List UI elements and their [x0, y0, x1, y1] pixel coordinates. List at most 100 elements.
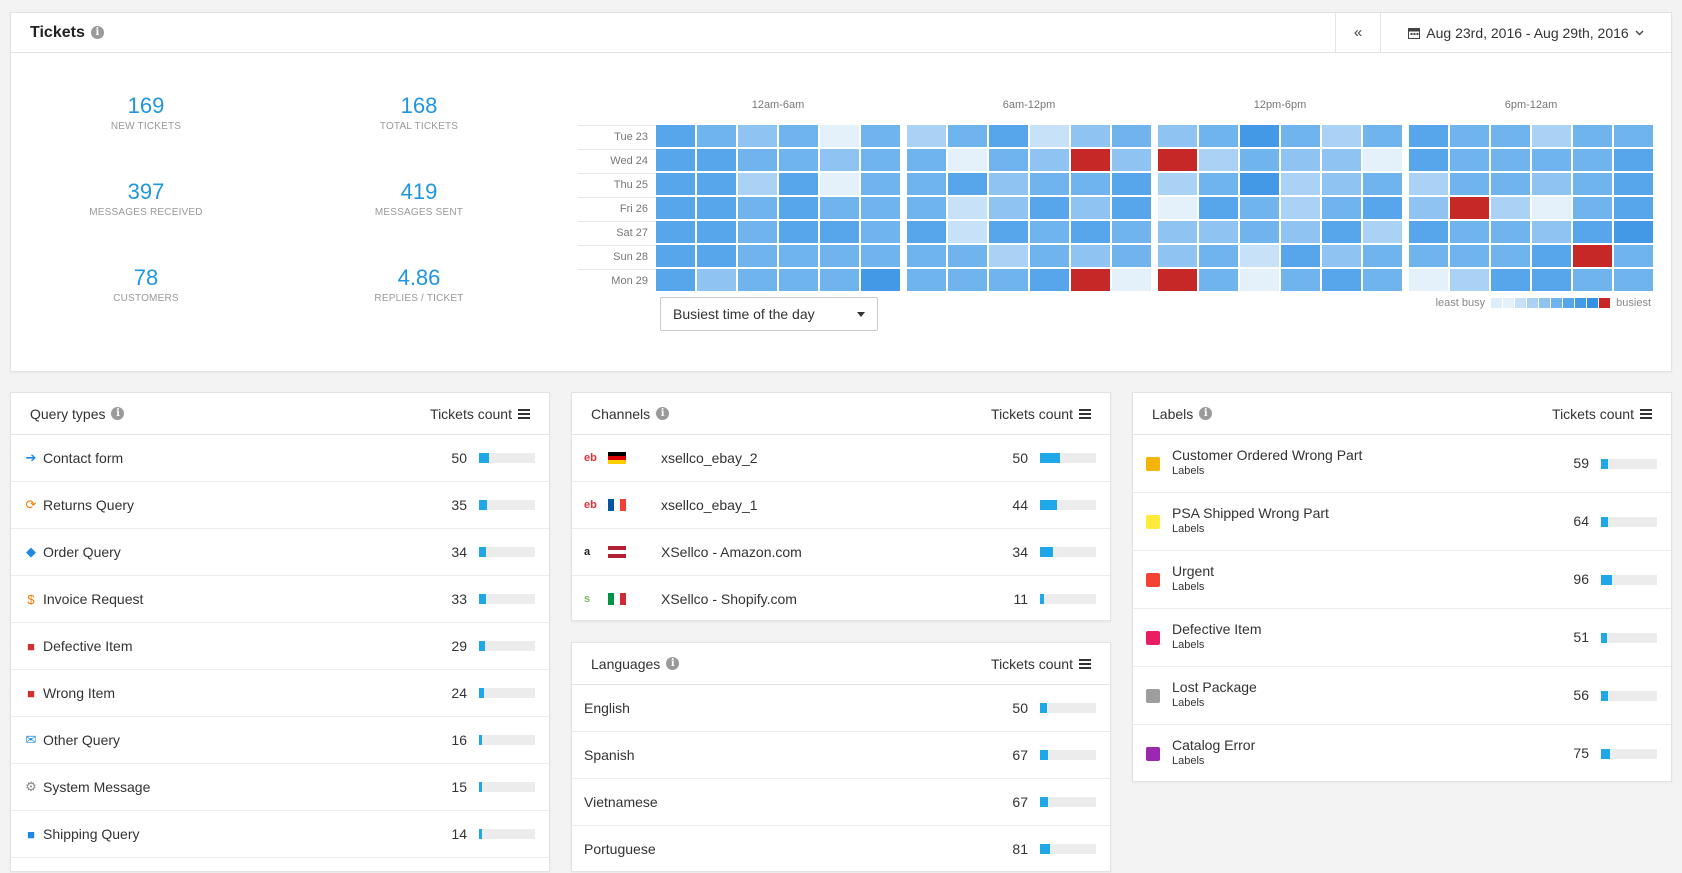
- heatmap-cell[interactable]: [1240, 245, 1279, 267]
- heatmap-cell[interactable]: [989, 197, 1028, 219]
- heatmap-cell[interactable]: [1158, 269, 1197, 291]
- heatmap-cell[interactable]: [861, 149, 900, 171]
- heatmap-cell[interactable]: [1240, 269, 1279, 291]
- query-type-row[interactable]: ✉ Other Query 16: [11, 717, 549, 764]
- language-row[interactable]: English 50: [572, 685, 1110, 732]
- heatmap-cell[interactable]: [1573, 197, 1612, 219]
- heatmap-cell[interactable]: [1158, 221, 1197, 243]
- heatmap-cell[interactable]: [1573, 149, 1612, 171]
- query-type-row[interactable]: ⟳ Returns Query 35: [11, 482, 549, 529]
- heatmap-cell[interactable]: [1614, 197, 1653, 219]
- heatmap-cell[interactable]: [1573, 173, 1612, 195]
- heatmap-cell[interactable]: [820, 269, 859, 291]
- heatmap-cell[interactable]: [656, 197, 695, 219]
- heatmap-cell[interactable]: [989, 269, 1028, 291]
- heatmap-cell[interactable]: [861, 245, 900, 267]
- heatmap-cell[interactable]: [697, 245, 736, 267]
- heatmap-cell[interactable]: [738, 173, 777, 195]
- label-row[interactable]: Defective Item Labels 51: [1133, 609, 1671, 667]
- heatmap-cell[interactable]: [1071, 221, 1110, 243]
- heatmap-cell[interactable]: [907, 221, 946, 243]
- info-icon[interactable]: i: [90, 26, 104, 39]
- heatmap-cell[interactable]: [820, 197, 859, 219]
- heatmap-cell[interactable]: [1199, 149, 1238, 171]
- heatmap-cell[interactable]: [820, 173, 859, 195]
- heatmap-cell[interactable]: [697, 221, 736, 243]
- heatmap-cell[interactable]: [1030, 149, 1069, 171]
- heatmap-cell[interactable]: [1240, 125, 1279, 147]
- info-icon[interactable]: i: [656, 407, 670, 420]
- heatmap-cell[interactable]: [1071, 125, 1110, 147]
- heatmap-cell[interactable]: [820, 221, 859, 243]
- heatmap-cell[interactable]: [1281, 149, 1320, 171]
- heatmap-cell[interactable]: [1281, 245, 1320, 267]
- heatmap-cell[interactable]: [738, 269, 777, 291]
- heatmap-cell[interactable]: [1322, 221, 1361, 243]
- heatmap-cell[interactable]: [820, 125, 859, 147]
- heatmap-cell[interactable]: [1322, 125, 1361, 147]
- collapse-button[interactable]: «: [1335, 13, 1381, 52]
- heatmap-cell[interactable]: [1409, 125, 1448, 147]
- heatmap-cell[interactable]: [779, 173, 818, 195]
- heatmap-metric-select[interactable]: Busiest time of the day: [660, 297, 878, 331]
- heatmap-cell[interactable]: [1450, 125, 1489, 147]
- label-row[interactable]: Customer Ordered Wrong Part Labels 59: [1133, 435, 1671, 493]
- heatmap-cell[interactable]: [1532, 245, 1571, 267]
- heatmap-cell[interactable]: [779, 149, 818, 171]
- heatmap-cell[interactable]: [1491, 149, 1530, 171]
- heatmap-cell[interactable]: [697, 173, 736, 195]
- heatmap-cell[interactable]: [1363, 197, 1402, 219]
- heatmap-cell[interactable]: [656, 245, 695, 267]
- info-icon[interactable]: i: [1199, 407, 1213, 420]
- heatmap-cell[interactable]: [1158, 173, 1197, 195]
- heatmap-cell[interactable]: [1322, 245, 1361, 267]
- heatmap-cell[interactable]: [1281, 197, 1320, 219]
- heatmap-cell[interactable]: [779, 125, 818, 147]
- query-type-row[interactable]: ■ Wrong Item 24: [11, 670, 549, 717]
- heatmap-cell[interactable]: [989, 125, 1028, 147]
- sort-menu-button[interactable]: Tickets count: [991, 656, 1091, 672]
- heatmap-cell[interactable]: [1409, 269, 1448, 291]
- heatmap-cell[interactable]: [738, 245, 777, 267]
- heatmap-cell[interactable]: [1614, 221, 1653, 243]
- heatmap-cell[interactable]: [1199, 245, 1238, 267]
- heatmap-cell[interactable]: [1363, 125, 1402, 147]
- heatmap-cell[interactable]: [948, 173, 987, 195]
- heatmap-cell[interactable]: [861, 221, 900, 243]
- heatmap-cell[interactable]: [1363, 149, 1402, 171]
- heatmap-cell[interactable]: [1450, 269, 1489, 291]
- heatmap-cell[interactable]: [1112, 173, 1151, 195]
- heatmap-cell[interactable]: [1030, 125, 1069, 147]
- heatmap-cell[interactable]: [656, 173, 695, 195]
- heatmap-cell[interactable]: [1030, 245, 1069, 267]
- label-row[interactable]: Catalog Error Labels 75: [1133, 725, 1671, 783]
- query-type-row[interactable]: ◆ Order Query 34: [11, 529, 549, 576]
- heatmap-cell[interactable]: [656, 269, 695, 291]
- label-row[interactable]: PSA Shipped Wrong Part Labels 64: [1133, 493, 1671, 551]
- heatmap-cell[interactable]: [738, 125, 777, 147]
- heatmap-cell[interactable]: [1614, 149, 1653, 171]
- label-row[interactable]: Lost Package Labels 56: [1133, 667, 1671, 725]
- heatmap-cell[interactable]: [1030, 173, 1069, 195]
- date-range-button[interactable]: Aug 23rd, 2016 - Aug 29th, 2016: [1381, 13, 1671, 52]
- heatmap-cell[interactable]: [1491, 245, 1530, 267]
- heatmap-cell[interactable]: [1240, 221, 1279, 243]
- heatmap-cell[interactable]: [1532, 197, 1571, 219]
- heatmap-cell[interactable]: [1071, 149, 1110, 171]
- heatmap-cell[interactable]: [1409, 149, 1448, 171]
- heatmap-cell[interactable]: [1199, 173, 1238, 195]
- sort-menu-button[interactable]: Tickets count: [1552, 406, 1652, 422]
- heatmap-cell[interactable]: [1491, 221, 1530, 243]
- heatmap-cell[interactable]: [1363, 221, 1402, 243]
- heatmap-cell[interactable]: [738, 221, 777, 243]
- heatmap-cell[interactable]: [861, 269, 900, 291]
- heatmap-cell[interactable]: [1491, 173, 1530, 195]
- heatmap-cell[interactable]: [1240, 149, 1279, 171]
- heatmap-cell[interactable]: [861, 125, 900, 147]
- heatmap-cell[interactable]: [1158, 197, 1197, 219]
- heatmap-cell[interactable]: [1322, 269, 1361, 291]
- heatmap-cell[interactable]: [1573, 245, 1612, 267]
- heatmap-cell[interactable]: [989, 149, 1028, 171]
- heatmap-cell[interactable]: [820, 245, 859, 267]
- heatmap-cell[interactable]: [1281, 125, 1320, 147]
